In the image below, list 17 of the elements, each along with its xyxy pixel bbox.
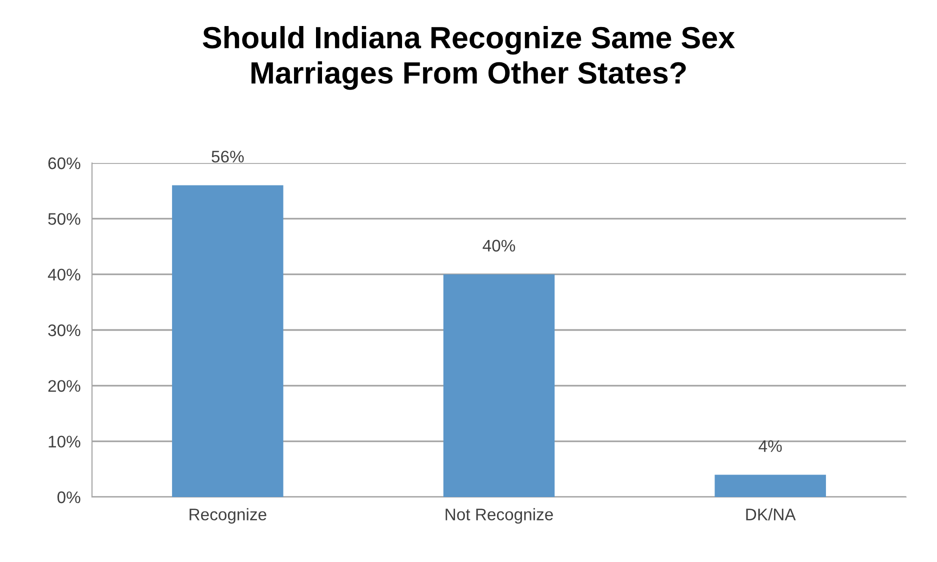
x-tick-label: DK/NA xyxy=(746,508,796,520)
y-tick-label: 20% xyxy=(48,380,80,392)
y-tick-label: 40% xyxy=(48,268,80,281)
y-tick-label: 60% xyxy=(48,157,80,170)
x-tick-label: Recognize xyxy=(190,508,266,524)
data-label: 40% xyxy=(482,240,516,252)
y-tick-label: 0% xyxy=(57,491,80,504)
bar xyxy=(443,274,555,497)
data-label: 56% xyxy=(212,150,244,163)
chart-title: Should Indiana Recognize Same Sex Marriages From Other States? xyxy=(202,26,735,90)
y-tick-label: 30% xyxy=(48,324,80,336)
x-tick-label: Not Recognize xyxy=(446,508,553,524)
y-tick-label: 10% xyxy=(48,436,80,448)
data-label: 4% xyxy=(758,440,782,452)
bar xyxy=(714,474,826,497)
y-tick-label: 50% xyxy=(48,213,80,225)
bar xyxy=(172,185,284,497)
